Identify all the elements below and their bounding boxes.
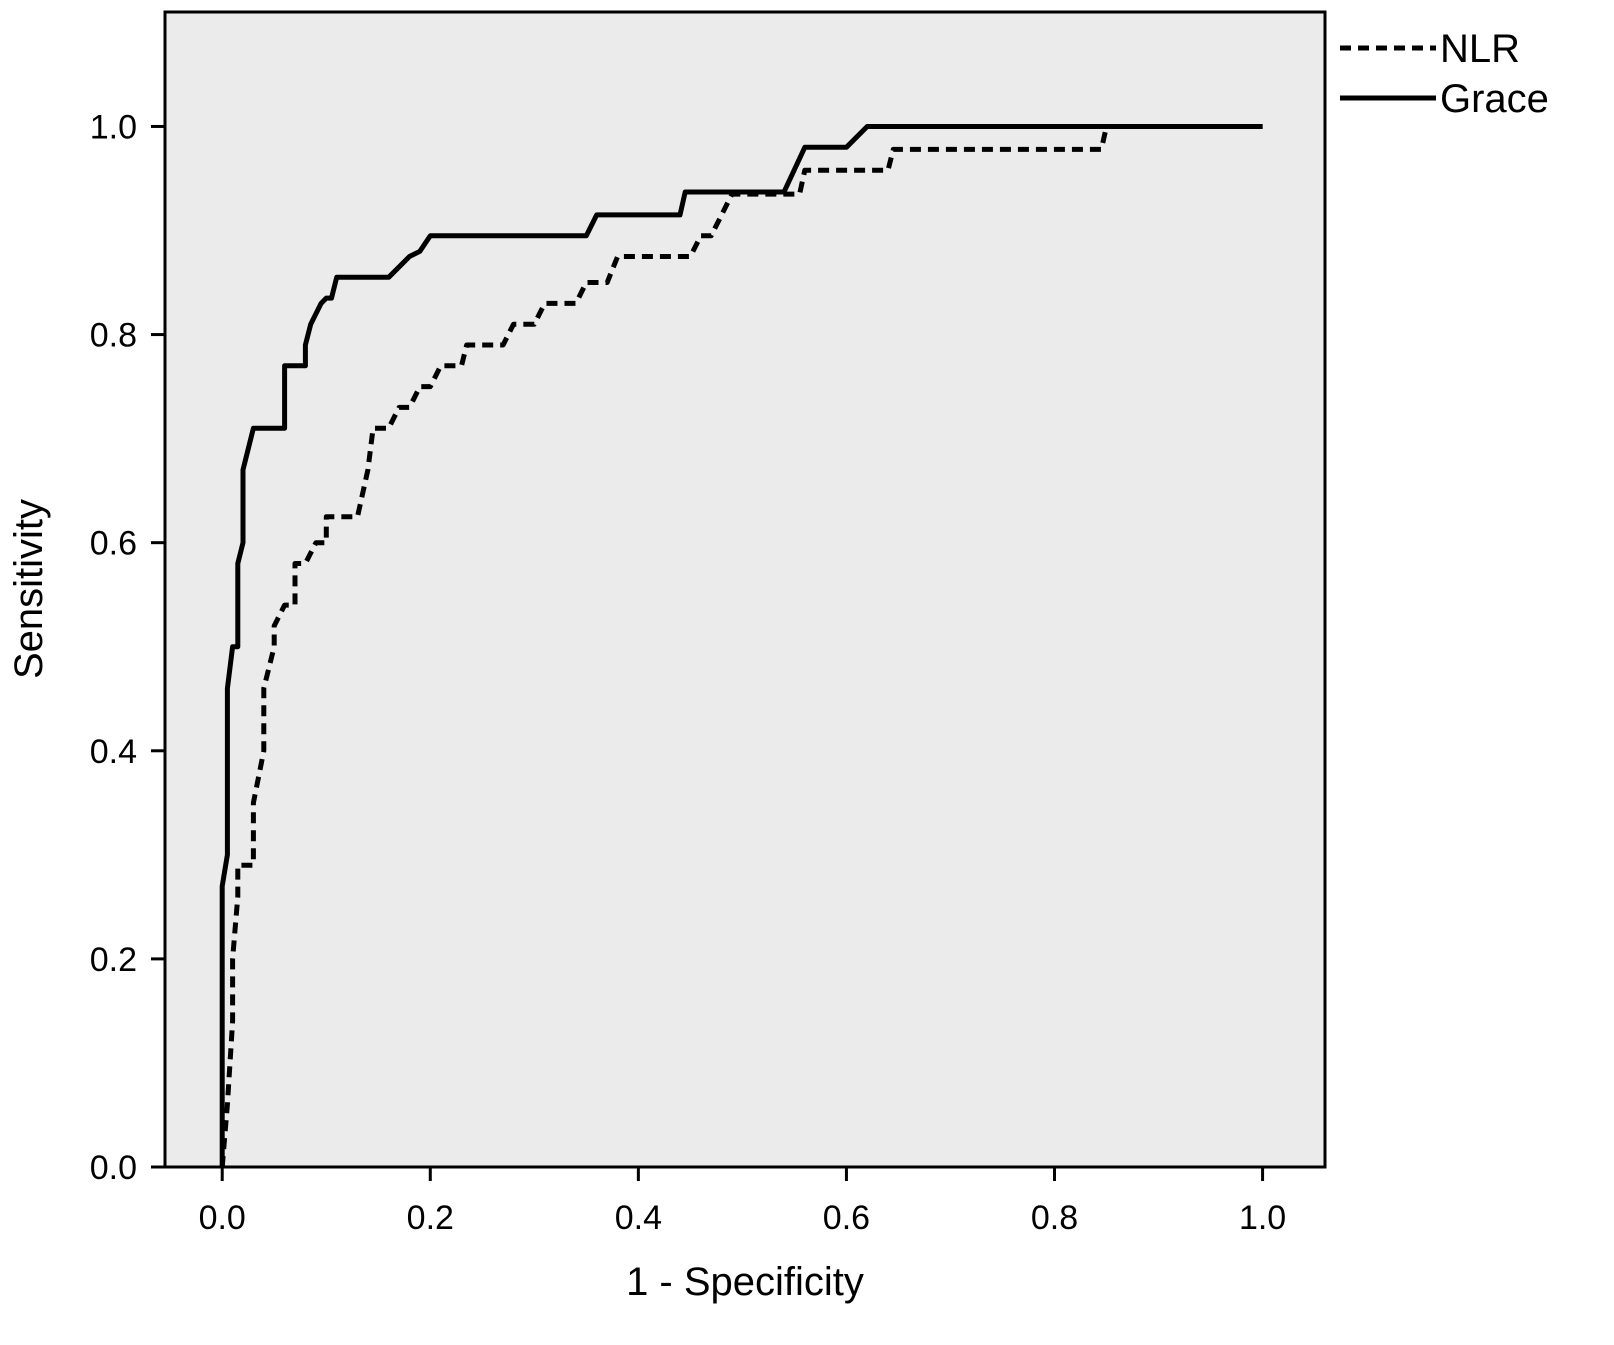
y-axis-label: Sensitivity: [7, 499, 51, 679]
x-tick-label: 0.4: [615, 1199, 662, 1237]
plot-area: [165, 12, 1325, 1167]
axes-layer: 0.0 0.2 0.4 0.6 0.8 1.0 0.0 0.2 0.4 0.6 0.8 1.0: [90, 108, 1286, 1237]
x-tick-label: 0.6: [823, 1199, 870, 1237]
y-tick-label: 0.6: [90, 525, 137, 563]
x-tick-label: 1.0: [1239, 1199, 1286, 1237]
series-line-nlr: [219, 124, 1263, 1168]
x-tick-label: 0.0: [199, 1199, 246, 1237]
legend-label-grace: Grace: [1440, 77, 1549, 121]
y-tick-label: 0.2: [90, 941, 137, 979]
series-layer: [219, 124, 1263, 1168]
y-tick-label: 0.0: [90, 1149, 137, 1187]
x-tick-label: 0.2: [407, 1199, 454, 1237]
series-line-grace: [219, 124, 1263, 1167]
x-tick-label: 0.8: [1031, 1199, 1078, 1237]
y-tick-label: 1.0: [90, 108, 137, 146]
y-tick-label: 0.8: [90, 317, 137, 355]
legend-label-nlr: NLR: [1440, 27, 1520, 71]
plot-frame: [163, 10, 1327, 1169]
y-tick-label: 0.4: [90, 733, 137, 771]
x-axis-label: 1 - Specificity: [626, 1260, 864, 1304]
legend: NLR Grace: [1340, 27, 1549, 121]
